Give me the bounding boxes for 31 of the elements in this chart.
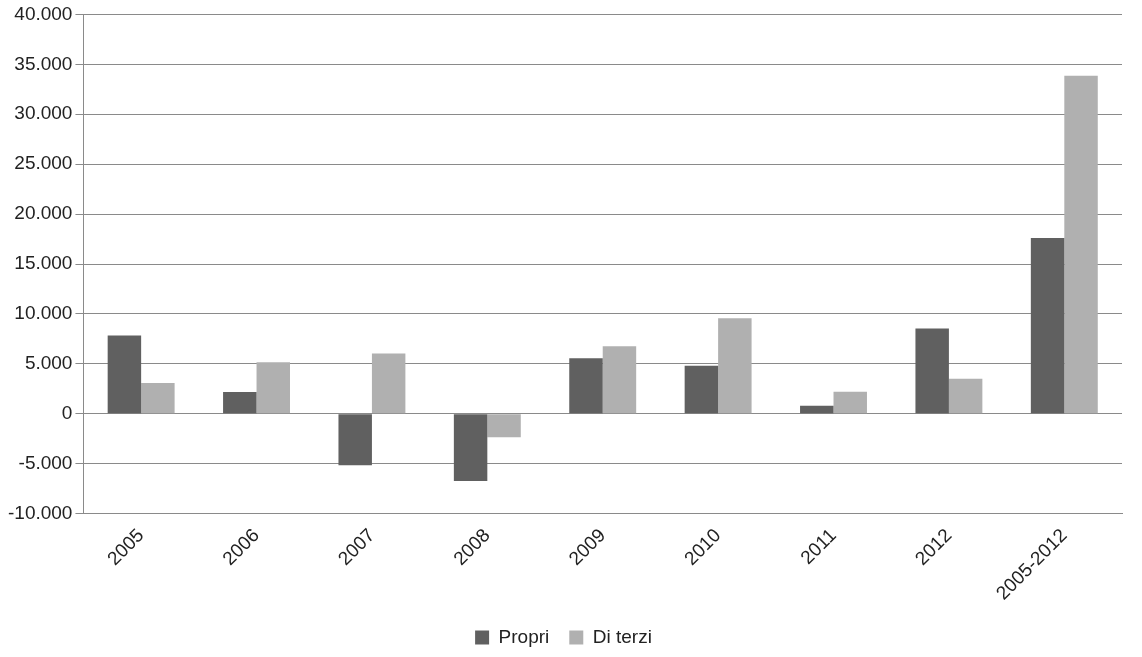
bar (338, 414, 372, 466)
y-tick-label: 35.000 (14, 52, 73, 74)
bar (684, 365, 719, 414)
legend-label: Di terzi (592, 625, 652, 647)
bar (569, 358, 603, 414)
y-tick-label: 0 (61, 402, 73, 424)
bar (371, 353, 406, 414)
bar (948, 378, 983, 414)
bar (800, 405, 834, 414)
y-tick-label: 10.000 (14, 302, 73, 324)
y-tick-label: 30.000 (14, 102, 73, 124)
legend-label: Propri (498, 625, 550, 647)
bar (487, 414, 521, 438)
bar (453, 414, 488, 481)
bar (1064, 75, 1098, 414)
bar (718, 318, 752, 414)
y-tick-label: -5.000 (18, 451, 73, 473)
bar (141, 382, 175, 414)
bar (833, 391, 867, 414)
bar (1030, 238, 1065, 414)
bar (256, 362, 290, 414)
y-tick-label: 5.000 (24, 352, 73, 374)
y-tick-label: 15.000 (14, 252, 73, 274)
bar (915, 328, 949, 414)
bar (107, 335, 142, 414)
y-tick-label: 20.000 (14, 202, 73, 224)
y-tick-label: 25.000 (14, 152, 73, 174)
y-tick-label: -10.000 (7, 501, 73, 523)
bar (602, 346, 637, 414)
bar (223, 391, 257, 414)
y-tick-label: 40.000 (14, 2, 73, 24)
